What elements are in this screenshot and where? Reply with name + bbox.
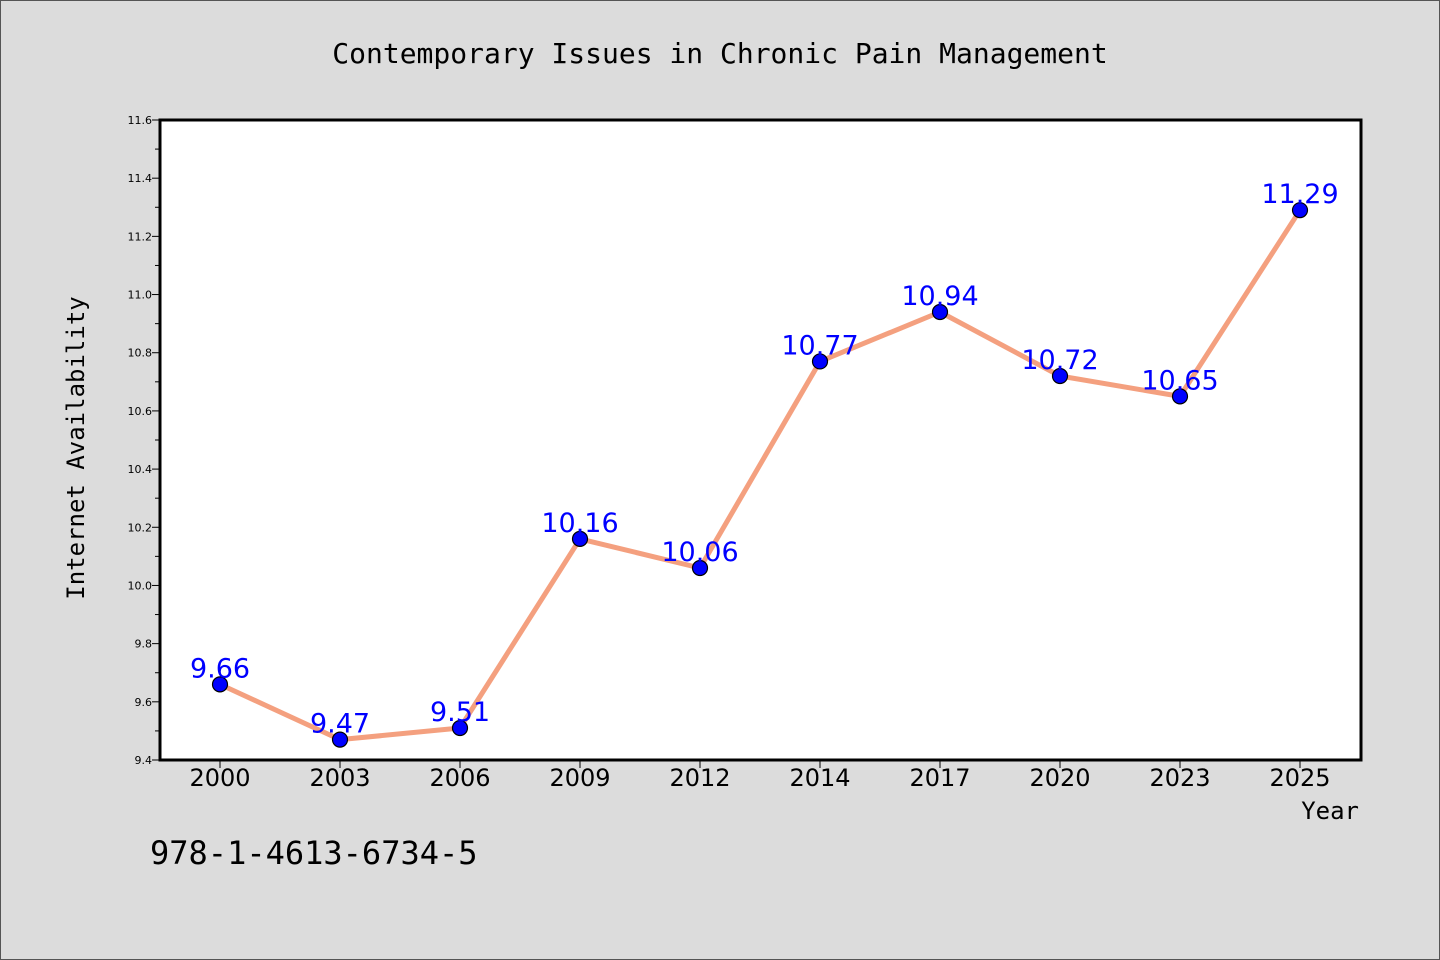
y-tick-label: 10.6 bbox=[128, 405, 153, 418]
chart-title: Contemporary Issues in Chronic Pain Mana… bbox=[332, 37, 1107, 70]
y-tick-label: 11.6 bbox=[128, 114, 153, 127]
x-tick-label: 2014 bbox=[789, 764, 850, 792]
y-tick-label: 10.8 bbox=[128, 347, 153, 360]
data-point bbox=[811, 353, 829, 370]
y-axis-ticks: 9.4 9.6 9.8 10.0 10.2 10.4 10.6 10.8 11.0 11.2 11.… bbox=[128, 114, 160, 767]
y-tick-label: 10.2 bbox=[128, 521, 153, 534]
data-label: 11.29 bbox=[1261, 179, 1338, 210]
data-point bbox=[1171, 388, 1189, 405]
y-tick-label: 9.8 bbox=[135, 638, 153, 651]
y-tick-label: 11.0 bbox=[128, 289, 153, 302]
x-tick-label: 2009 bbox=[549, 764, 610, 792]
data-label: 10.16 bbox=[541, 508, 618, 539]
data-point bbox=[1291, 202, 1309, 219]
data-label: 10.65 bbox=[1141, 365, 1218, 396]
x-tick-label: 2020 bbox=[1029, 764, 1090, 792]
x-tick-label: 2023 bbox=[1149, 764, 1210, 792]
data-label: 9.51 bbox=[430, 697, 490, 728]
y-tick-label: 10.4 bbox=[128, 463, 153, 476]
x-tick-label: 2025 bbox=[1269, 764, 1330, 792]
series-group: 9.66 9.47 9.51 10.16 10.06 10.77 10.94 10.72 10.… bbox=[190, 179, 1339, 748]
data-point bbox=[211, 676, 229, 693]
data-label: 10.06 bbox=[661, 537, 738, 568]
y-tick-label: 11.4 bbox=[128, 172, 153, 185]
data-label: 10.94 bbox=[901, 281, 978, 312]
data-point bbox=[451, 719, 469, 737]
x-tick-label: 2006 bbox=[429, 764, 490, 792]
isbn-text: 978-1-4613-6734-5 bbox=[150, 834, 478, 872]
x-tick-label: 2000 bbox=[189, 764, 250, 792]
x-axis-label: Year bbox=[1301, 797, 1359, 825]
x-tick-label: 2017 bbox=[909, 764, 970, 792]
plot-area bbox=[158, 118, 1363, 762]
x-tick-label: 2003 bbox=[309, 764, 370, 792]
x-axis-ticks: 2000 2003 2006 2009 2012 2014 2017 2020 2023 2025 bbox=[189, 760, 1331, 792]
y-tick-label: 9.6 bbox=[135, 696, 153, 709]
x-tick-label: 2012 bbox=[669, 764, 730, 792]
data-label: 10.72 bbox=[1021, 345, 1098, 376]
data-point bbox=[931, 303, 949, 321]
data-label: 9.47 bbox=[310, 709, 370, 740]
y-tick-label: 11.2 bbox=[128, 230, 153, 243]
y-tick-label: 9.4 bbox=[135, 754, 153, 767]
data-point bbox=[571, 530, 589, 548]
y-axis-label: Internet Availability bbox=[62, 296, 90, 599]
data-point bbox=[331, 731, 349, 748]
data-point bbox=[1051, 367, 1069, 385]
data-label: 10.77 bbox=[781, 330, 858, 361]
series-line bbox=[217, 207, 1303, 743]
data-label: 9.66 bbox=[190, 653, 250, 684]
data-point bbox=[691, 559, 709, 577]
y-tick-label: 10.0 bbox=[128, 579, 153, 592]
